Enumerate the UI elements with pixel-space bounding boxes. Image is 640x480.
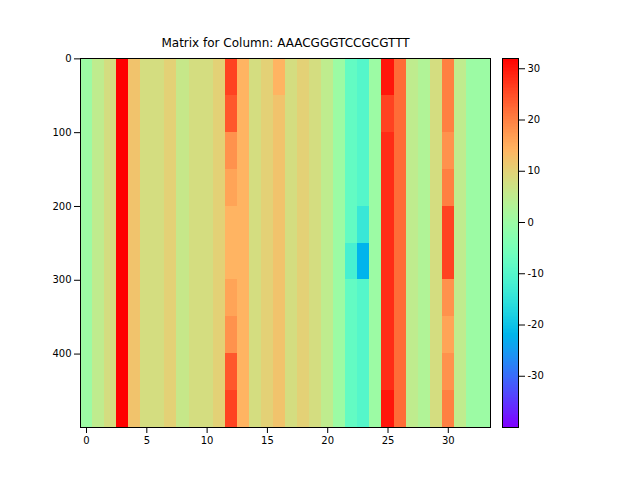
svg-text:-30: -30 xyxy=(528,370,544,381)
svg-text:0: 0 xyxy=(65,53,71,64)
svg-text:15: 15 xyxy=(261,435,274,446)
svg-text:400: 400 xyxy=(52,348,71,359)
svg-text:30: 30 xyxy=(528,63,541,74)
svg-text:25: 25 xyxy=(382,435,395,446)
svg-text:300: 300 xyxy=(52,274,71,285)
svg-text:100: 100 xyxy=(52,127,71,138)
svg-text:0: 0 xyxy=(83,435,89,446)
svg-text:20: 20 xyxy=(321,435,334,446)
svg-text:-20: -20 xyxy=(528,319,544,330)
svg-text:5: 5 xyxy=(144,435,150,446)
svg-text:10: 10 xyxy=(528,165,541,176)
svg-text:Matrix for Column: AAACGGGTCCG: Matrix for Column: AAACGGGTCCGCGTTT xyxy=(161,36,410,50)
svg-text:10: 10 xyxy=(201,435,214,446)
svg-text:-10: -10 xyxy=(528,268,544,279)
svg-text:0: 0 xyxy=(528,217,534,228)
svg-text:200: 200 xyxy=(52,201,71,212)
svg-text:20: 20 xyxy=(528,114,541,125)
svg-text:30: 30 xyxy=(442,435,455,446)
